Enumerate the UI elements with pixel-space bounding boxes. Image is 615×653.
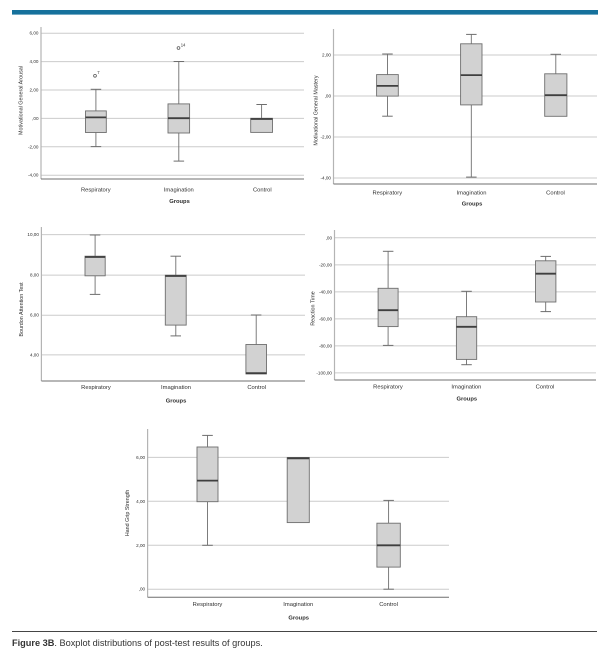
svg-text:,00: ,00 <box>32 116 39 121</box>
svg-text:6,00: 6,00 <box>30 31 39 36</box>
svg-text:6,00: 6,00 <box>136 455 145 460</box>
svg-text:Respiratory: Respiratory <box>372 191 402 197</box>
svg-text:Imagination: Imagination <box>451 385 481 391</box>
svg-text:Motivational General Arousal: Motivational General Arousal <box>19 66 25 135</box>
svg-text:Respiratory: Respiratory <box>81 385 111 391</box>
svg-text:Imagination: Imagination <box>164 187 194 193</box>
svg-text:2,00: 2,00 <box>30 88 39 93</box>
svg-text:8,00: 8,00 <box>30 273 39 278</box>
svg-text:Groups: Groups <box>288 615 309 621</box>
svg-text:,00: ,00 <box>139 587 146 592</box>
svg-text:Groups: Groups <box>456 397 477 403</box>
svg-text:Groups: Groups <box>169 199 190 205</box>
svg-text:Respiratory: Respiratory <box>373 385 403 391</box>
svg-text:-2,00: -2,00 <box>28 144 39 149</box>
svg-text:Imagination: Imagination <box>457 191 487 197</box>
svg-text:-4,00: -4,00 <box>28 173 39 178</box>
svg-text:Imagination: Imagination <box>283 602 313 608</box>
svg-text:Control: Control <box>253 187 272 193</box>
svg-text:10,00: 10,00 <box>27 232 39 237</box>
svg-text:14: 14 <box>181 42 186 47</box>
svg-text:Control: Control <box>546 191 565 197</box>
svg-text:7: 7 <box>97 70 100 75</box>
svg-text:6,00: 6,00 <box>30 313 39 318</box>
svg-text:Control: Control <box>247 385 266 391</box>
svg-text:Hand Grip Strength: Hand Grip Strength <box>125 490 131 536</box>
svg-text:Respiratory: Respiratory <box>81 187 111 193</box>
svg-text:,00: ,00 <box>326 235 333 240</box>
svg-text:Groups: Groups <box>462 202 483 208</box>
svg-text:Imagination: Imagination <box>161 385 191 391</box>
svg-text:Motivational General Mastery: Motivational General Mastery <box>314 75 320 145</box>
svg-text:,00: ,00 <box>325 94 332 99</box>
svg-text:-40,00: -40,00 <box>319 289 332 294</box>
svg-text:-100,00: -100,00 <box>316 370 332 375</box>
svg-text:-20,00: -20,00 <box>319 262 332 267</box>
svg-text:Respiratory: Respiratory <box>193 602 223 608</box>
svg-text:Groups: Groups <box>166 399 187 405</box>
svg-text:-4,00: -4,00 <box>321 176 332 181</box>
svg-text:Control: Control <box>536 385 555 391</box>
svg-text:Control: Control <box>379 602 398 608</box>
svg-text:Bourdon Attention Test: Bourdon Attention Test <box>19 282 25 337</box>
svg-text:4,00: 4,00 <box>136 499 145 504</box>
svg-text:-60,00: -60,00 <box>319 316 332 321</box>
svg-text:Reaction Time: Reaction Time <box>311 291 317 325</box>
svg-text:Figure 3B. Boxplot distributio: Figure 3B. Boxplot distributions of post… <box>12 638 263 648</box>
svg-text:4,00: 4,00 <box>30 352 39 357</box>
svg-text:2,00: 2,00 <box>322 53 331 58</box>
svg-text:4,00: 4,00 <box>30 59 39 64</box>
svg-text:-2,00: -2,00 <box>321 135 332 140</box>
svg-text:2,00: 2,00 <box>136 543 145 548</box>
svg-text:-80,00: -80,00 <box>319 343 332 348</box>
